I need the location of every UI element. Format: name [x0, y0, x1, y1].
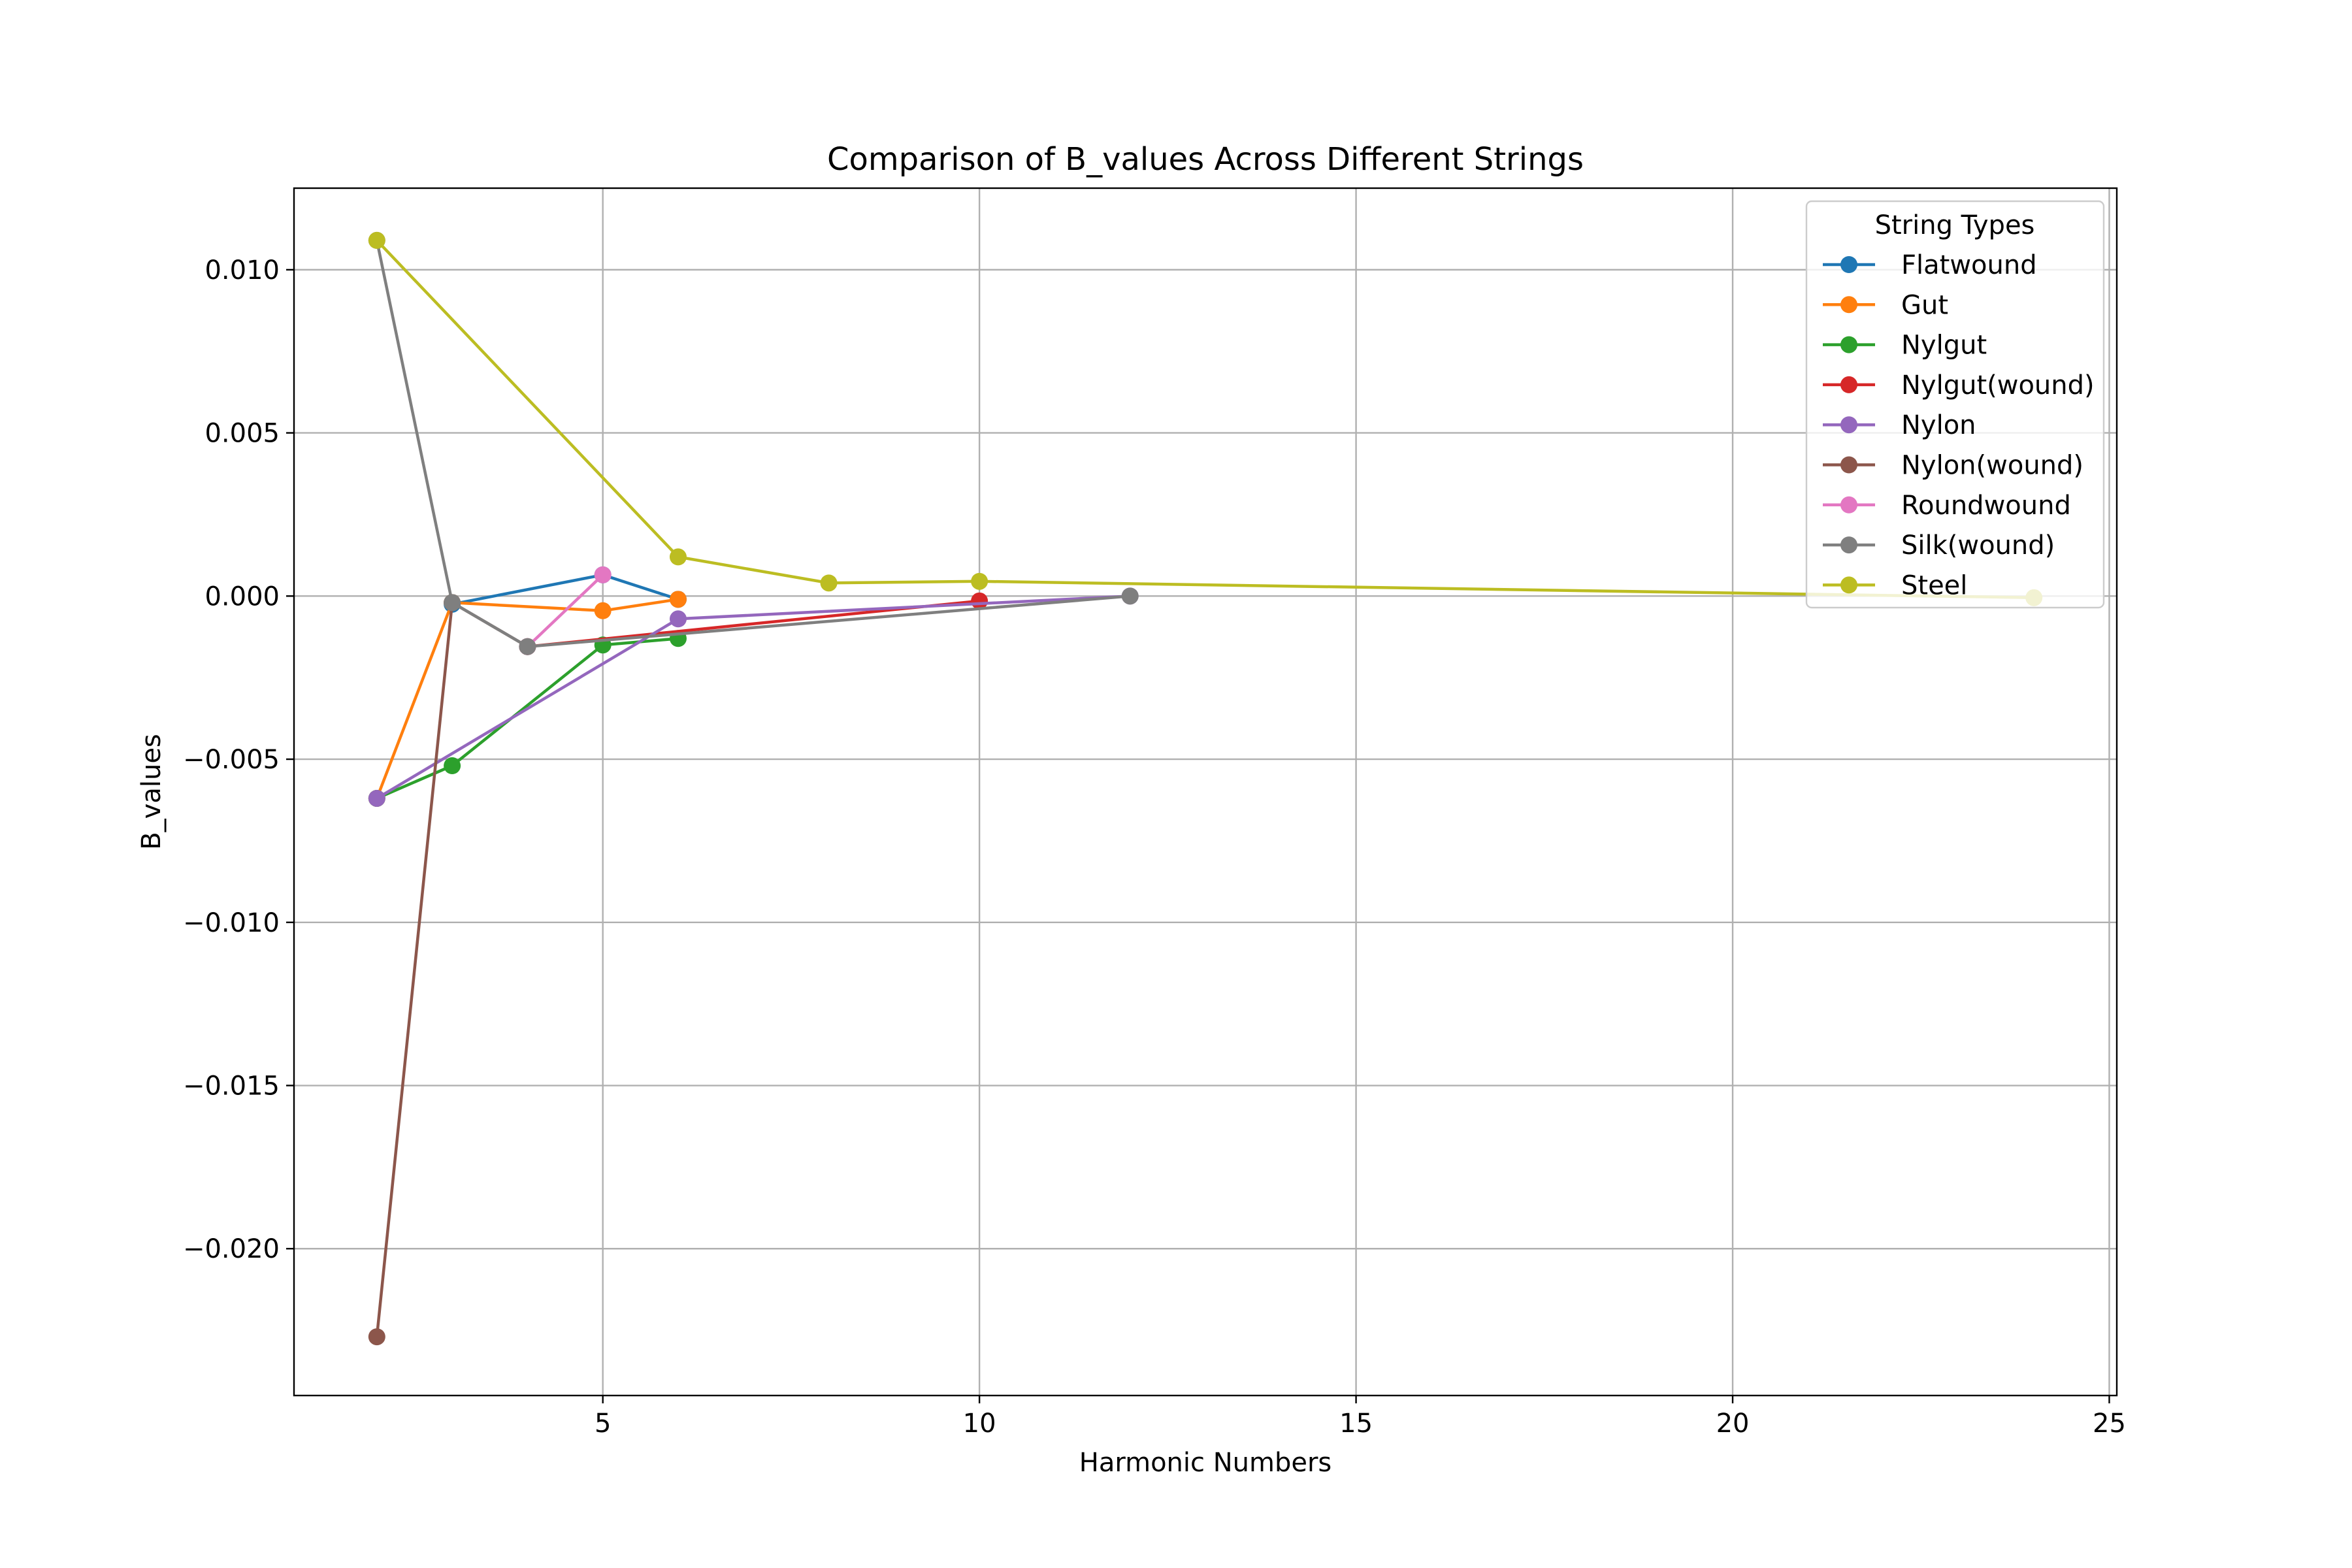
data-point-silk-wound	[1121, 587, 1139, 605]
legend-label: Roundwound	[1901, 491, 2071, 521]
legend-label: Nylgut	[1901, 331, 1987, 361]
data-point-steel	[368, 231, 385, 249]
legend-marker	[1840, 256, 1857, 273]
data-point-gut	[594, 602, 612, 619]
x-tick-label: 25	[2093, 1409, 2126, 1439]
data-point-silk-wound	[444, 594, 461, 612]
series-line-roundwound	[525, 572, 605, 649]
series-line-gut	[374, 597, 680, 800]
x-axis: 5 10 15 20 25	[595, 1396, 2126, 1439]
x-axis-label: Harmonic Numbers	[1079, 1448, 1331, 1478]
x-tick-label: 20	[1716, 1409, 1750, 1439]
legend-item-nylgut-wound: Nylgut(wound)	[1823, 370, 2095, 400]
y-tick-label: −0.010	[183, 908, 280, 938]
legend-label: Gut	[1901, 290, 1948, 320]
legend-marker	[1840, 296, 1857, 314]
data-point-nylon-wound	[368, 1328, 385, 1346]
y-axis: 0.010 0.005 0.000 −0.005 −0.010 −0.015 −0.020	[183, 255, 294, 1264]
legend: String Types Flatwound Gut Nylgut Nylgut(wo…	[1805, 200, 2105, 609]
x-tick-label: 10	[963, 1409, 996, 1439]
legend-item-nylon: Nylon	[1823, 410, 1976, 440]
legend-item-silk-wound: Silk(wound)	[1823, 531, 2055, 561]
plot-frame	[293, 187, 2118, 1397]
legend-label: Nylon	[1901, 410, 1976, 440]
legend-label: Flatwound	[1901, 250, 2037, 280]
data-point-gut	[669, 591, 687, 608]
y-axis-label: B_values	[137, 734, 167, 850]
data-point-steel	[820, 574, 838, 592]
data-point-steel	[669, 548, 687, 566]
legend-label: Nylon(wound)	[1901, 451, 2083, 481]
legend-item-nylon-wound: Nylon(wound)	[1823, 451, 2083, 481]
legend-label: Silk(wound)	[1901, 531, 2055, 561]
y-tick-label: 0.010	[204, 255, 280, 286]
legend-marker	[1840, 456, 1857, 474]
data-point-nylgut	[444, 757, 461, 775]
series-line-silk-wound	[375, 238, 1132, 648]
x-tick-label: 5	[595, 1409, 611, 1439]
data-point-steel	[971, 572, 988, 590]
series-group	[368, 231, 2043, 1346]
y-tick-label: 0.000	[204, 581, 280, 612]
legend-frame	[1805, 200, 2105, 609]
legend-item-gut: Gut	[1823, 290, 1948, 320]
legend-marker	[1840, 496, 1857, 514]
legend-marker	[1840, 416, 1857, 434]
y-tick-label: −0.005	[183, 745, 280, 775]
chart-title: Comparison of B_values Across Different …	[827, 141, 1584, 178]
legend-item-roundwound: Roundwound	[1823, 491, 2071, 521]
y-tick-label: −0.020	[183, 1234, 280, 1264]
data-point-roundwound	[594, 566, 612, 583]
y-tick-label: 0.005	[204, 419, 280, 449]
legend-label: Nylgut(wound)	[1901, 370, 2095, 400]
legend-marker	[1840, 336, 1857, 353]
legend-item-steel: Steel	[1823, 570, 1967, 600]
legend-marker	[1840, 536, 1857, 554]
legend-item-flatwound: Flatwound	[1823, 250, 2037, 280]
data-point-nylon	[669, 610, 687, 628]
legend-label: Steel	[1901, 570, 1967, 600]
data-point-nylon	[368, 789, 385, 807]
legend-item-nylgut: Nylgut	[1823, 331, 1987, 361]
y-tick-label: −0.015	[183, 1071, 280, 1102]
x-tick-label: 15	[1339, 1409, 1373, 1439]
legend-marker	[1840, 376, 1857, 393]
data-point-silk-wound	[519, 638, 536, 655]
legend-marker	[1840, 576, 1857, 594]
legend-title: String Types	[1875, 210, 2035, 240]
